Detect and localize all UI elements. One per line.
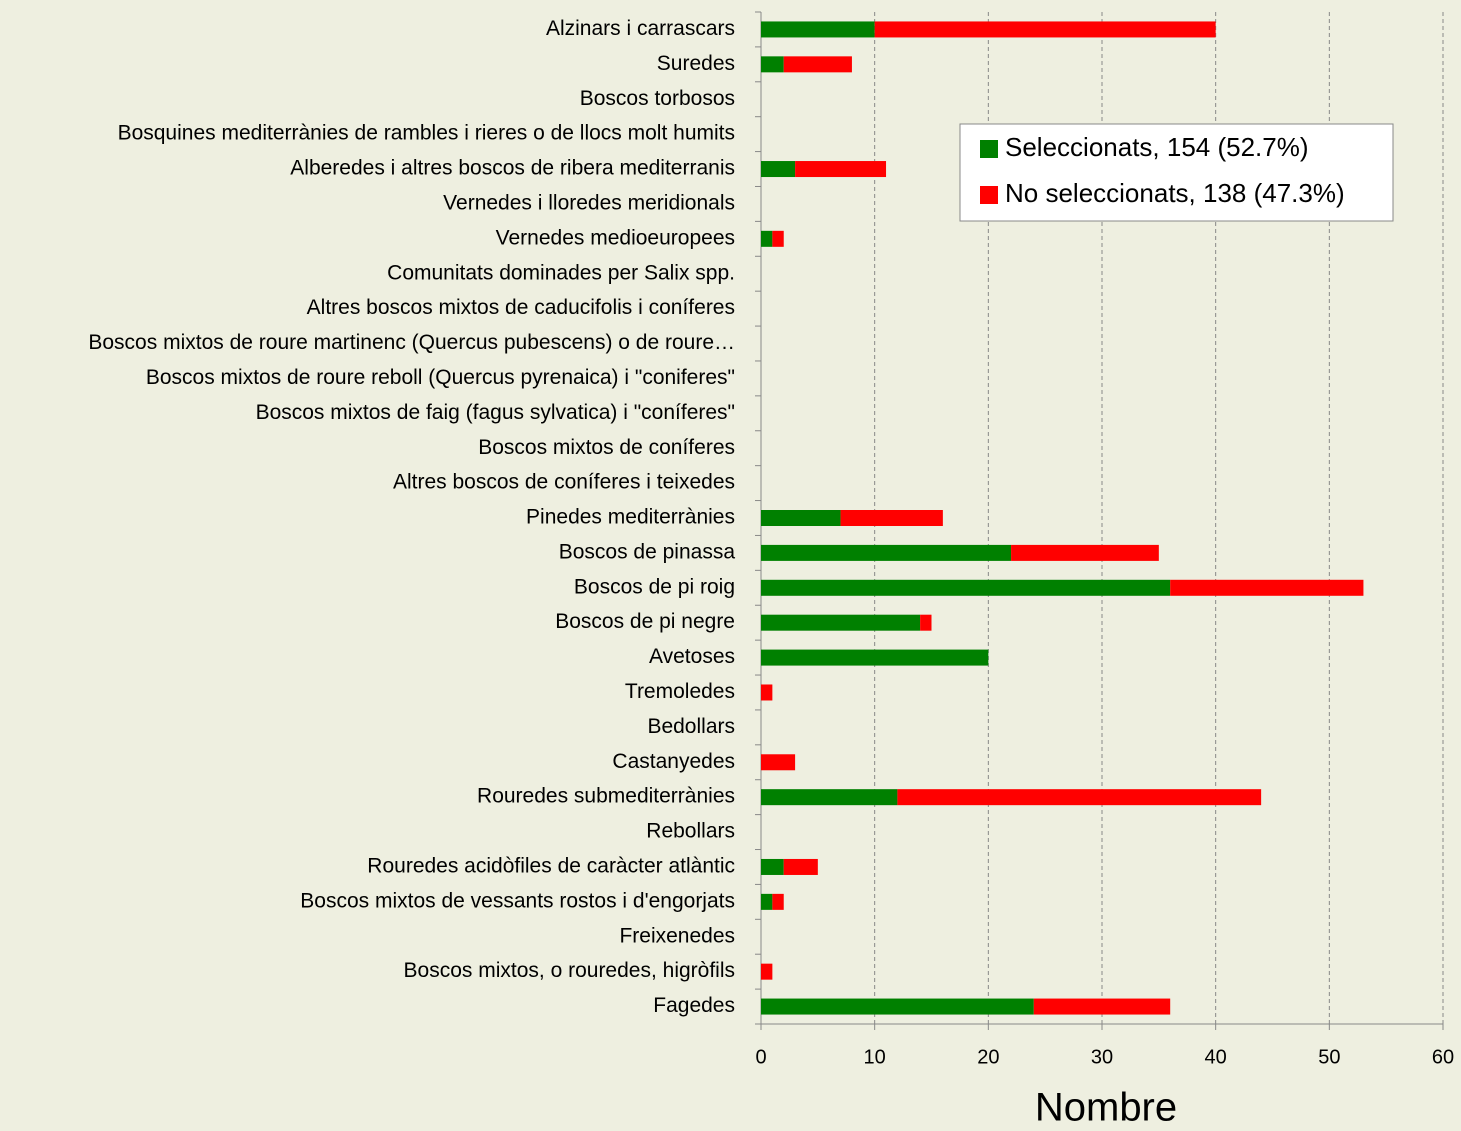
- y-tick-label: Vernedes medioeuropees: [496, 226, 735, 249]
- x-axis-title: Nombre: [1035, 1086, 1177, 1130]
- y-tick-label: Avetoses: [649, 645, 735, 668]
- y-tick-label: Bedollars: [647, 715, 735, 738]
- bar-segment: [772, 230, 784, 247]
- legend-label: Seleccionats, 154 (52.7%): [1005, 132, 1309, 162]
- y-tick-label: Freixenedes: [619, 924, 735, 947]
- bar-segment: [761, 649, 989, 666]
- bar-segment: [795, 161, 887, 178]
- y-tick-label: Boscos mixtos de vessants rostos i d'eng…: [300, 889, 735, 912]
- legend-swatch: [980, 140, 998, 158]
- y-tick-label: Boscos mixtos, o rouredes, higròfils: [404, 959, 735, 982]
- bar-segment: [897, 789, 1262, 806]
- bar-segment: [1170, 579, 1364, 596]
- y-tick-label: Boscos mixtos de faig (fagus sylvatica) …: [256, 401, 735, 424]
- x-tick-label: 0: [755, 1046, 766, 1068]
- x-tick-label: 60: [1432, 1046, 1454, 1068]
- x-tick-label: 20: [977, 1046, 999, 1068]
- bar-segment: [1033, 998, 1171, 1015]
- bar-segment: [783, 858, 818, 875]
- y-tick-label: Bosquines mediterrànies de rambles i rie…: [118, 122, 735, 145]
- y-tick-label: Boscos de pi negre: [555, 610, 735, 633]
- x-tick-label: 10: [864, 1046, 886, 1068]
- bar-segment: [840, 510, 943, 526]
- bar-segment: [761, 858, 784, 875]
- legend-box: [959, 123, 1394, 222]
- y-tick-label: Tremoledes: [625, 680, 735, 703]
- legend-swatch: [980, 186, 998, 204]
- bar-segment: [783, 56, 852, 73]
- x-tick-label: 30: [1091, 1046, 1113, 1068]
- bar-segment: [761, 614, 921, 631]
- y-tick-label: Boscos torbosos: [580, 87, 735, 110]
- y-tick-label: Altres boscos de coníferes i teixedes: [393, 471, 735, 494]
- x-tick-label: 50: [1318, 1046, 1340, 1068]
- bar-segment: [761, 230, 773, 247]
- bar-segment: [761, 893, 773, 910]
- bar-segment: [761, 684, 773, 701]
- y-tick-label: Rebollars: [646, 820, 735, 843]
- bar-segment: [1011, 544, 1159, 561]
- bar-segment: [920, 614, 932, 631]
- bar-segment: [761, 510, 841, 526]
- y-tick-label: Castanyedes: [612, 750, 735, 773]
- x-tick-label: 40: [1205, 1046, 1227, 1068]
- bar-segment: [761, 963, 773, 980]
- y-tick-label: Alzinars i carrascars: [546, 17, 735, 40]
- bar-segment: [772, 893, 784, 910]
- y-tick-label: Comunitats dominades per Salix spp.: [387, 261, 735, 284]
- y-tick-label: Fagedes: [653, 994, 735, 1017]
- bar-segment: [761, 754, 796, 771]
- bar-segment: [761, 789, 898, 806]
- y-tick-label: Boscos de pi roig: [574, 575, 735, 598]
- bar-segment: [761, 56, 784, 73]
- y-tick-label: Rouredes submediterrànies: [477, 785, 735, 808]
- legend-label: No seleccionats, 138 (47.3%): [1005, 178, 1345, 208]
- y-tick-label: Boscos mixtos de coníferes: [478, 436, 735, 459]
- y-tick-label: Boscos mixtos de roure martinenc (Quercu…: [88, 331, 735, 354]
- bar-segment: [761, 544, 1012, 561]
- y-tick-label: Boscos de pinassa: [559, 540, 736, 563]
- y-tick-label: Rouredes acidòfiles de caràcter atlàntic: [367, 855, 735, 878]
- y-tick-label: Boscos mixtos de roure reboll (Quercus p…: [146, 366, 735, 389]
- y-tick-label: Altres boscos mixtos de caducifolis i co…: [307, 296, 735, 319]
- y-tick-label: Pinedes mediterrànies: [526, 506, 735, 529]
- y-tick-label: Vernedes i lloredes meridionals: [443, 191, 735, 214]
- bar-segment: [761, 998, 1034, 1015]
- bar-segment: [761, 161, 796, 178]
- bar-segment: [761, 21, 875, 38]
- bar-segment: [874, 21, 1216, 38]
- bar-segment: [761, 579, 1171, 596]
- y-tick-label: Suredes: [657, 52, 735, 75]
- y-tick-label: Alberedes i altres boscos de ribera medi…: [290, 157, 735, 180]
